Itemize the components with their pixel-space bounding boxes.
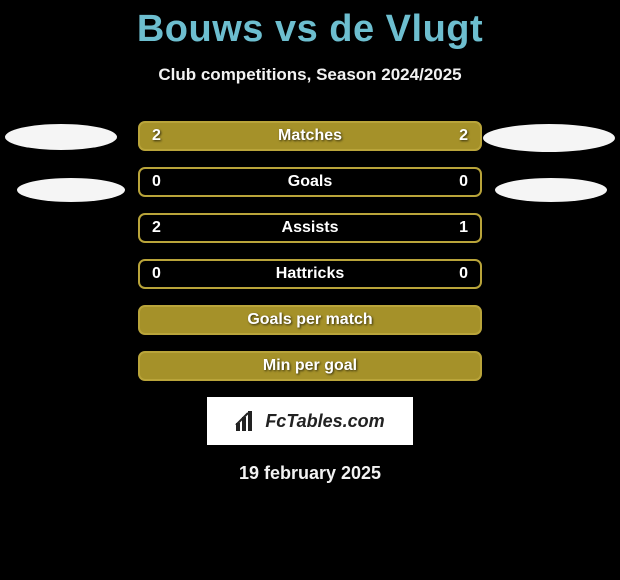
page-subtitle: Club competitions, Season 2024/2025 bbox=[0, 65, 620, 85]
stat-row: 0 Goals 0 bbox=[138, 167, 482, 197]
stat-row: 0 Hattricks 0 bbox=[138, 259, 482, 289]
badge-box: FcTables.com bbox=[207, 397, 413, 445]
stat-label: Goals per match bbox=[247, 311, 372, 329]
stat-row-wrap: 2 Assists 1 bbox=[0, 213, 620, 243]
left-player-ellipse bbox=[17, 178, 125, 202]
stat-row-wrap: Goals per match bbox=[0, 305, 620, 335]
stat-label: Min per goal bbox=[263, 357, 357, 375]
stat-right-value: 2 bbox=[459, 127, 468, 145]
stat-label: Hattricks bbox=[276, 265, 344, 283]
attribution-badge: FcTables.com bbox=[0, 397, 620, 445]
stat-right-value: 0 bbox=[459, 265, 468, 283]
badge-text: FcTables.com bbox=[265, 411, 384, 432]
left-player-ellipse bbox=[5, 124, 117, 150]
stat-left-value: 0 bbox=[152, 265, 161, 283]
stat-left-value: 2 bbox=[152, 127, 161, 145]
stat-row: 2 Assists 1 bbox=[138, 213, 482, 243]
stat-left-value: 2 bbox=[152, 219, 161, 237]
stat-right-value: 0 bbox=[459, 173, 468, 191]
stats-area: 2 Matches 2 0 Goals 0 2 Assists 1 0 Hattricks 0 Goal… bbox=[0, 121, 620, 381]
stat-row-wrap: Min per goal bbox=[0, 351, 620, 381]
stat-label: Assists bbox=[282, 219, 339, 237]
stat-row: Goals per match bbox=[138, 305, 482, 335]
right-player-ellipse bbox=[483, 124, 615, 152]
bar-chart-icon bbox=[235, 411, 259, 431]
stat-row-wrap: 0 Hattricks 0 bbox=[0, 259, 620, 289]
stat-label: Matches bbox=[278, 127, 342, 145]
page-title: Bouws vs de Vlugt bbox=[0, 0, 620, 51]
stat-row: Min per goal bbox=[138, 351, 482, 381]
right-player-ellipse bbox=[495, 178, 607, 202]
stat-left-value: 0 bbox=[152, 173, 161, 191]
stat-label: Goals bbox=[288, 173, 332, 191]
date-text: 19 february 2025 bbox=[0, 463, 620, 484]
stat-row: 2 Matches 2 bbox=[138, 121, 482, 151]
stat-right-value: 1 bbox=[459, 219, 468, 237]
